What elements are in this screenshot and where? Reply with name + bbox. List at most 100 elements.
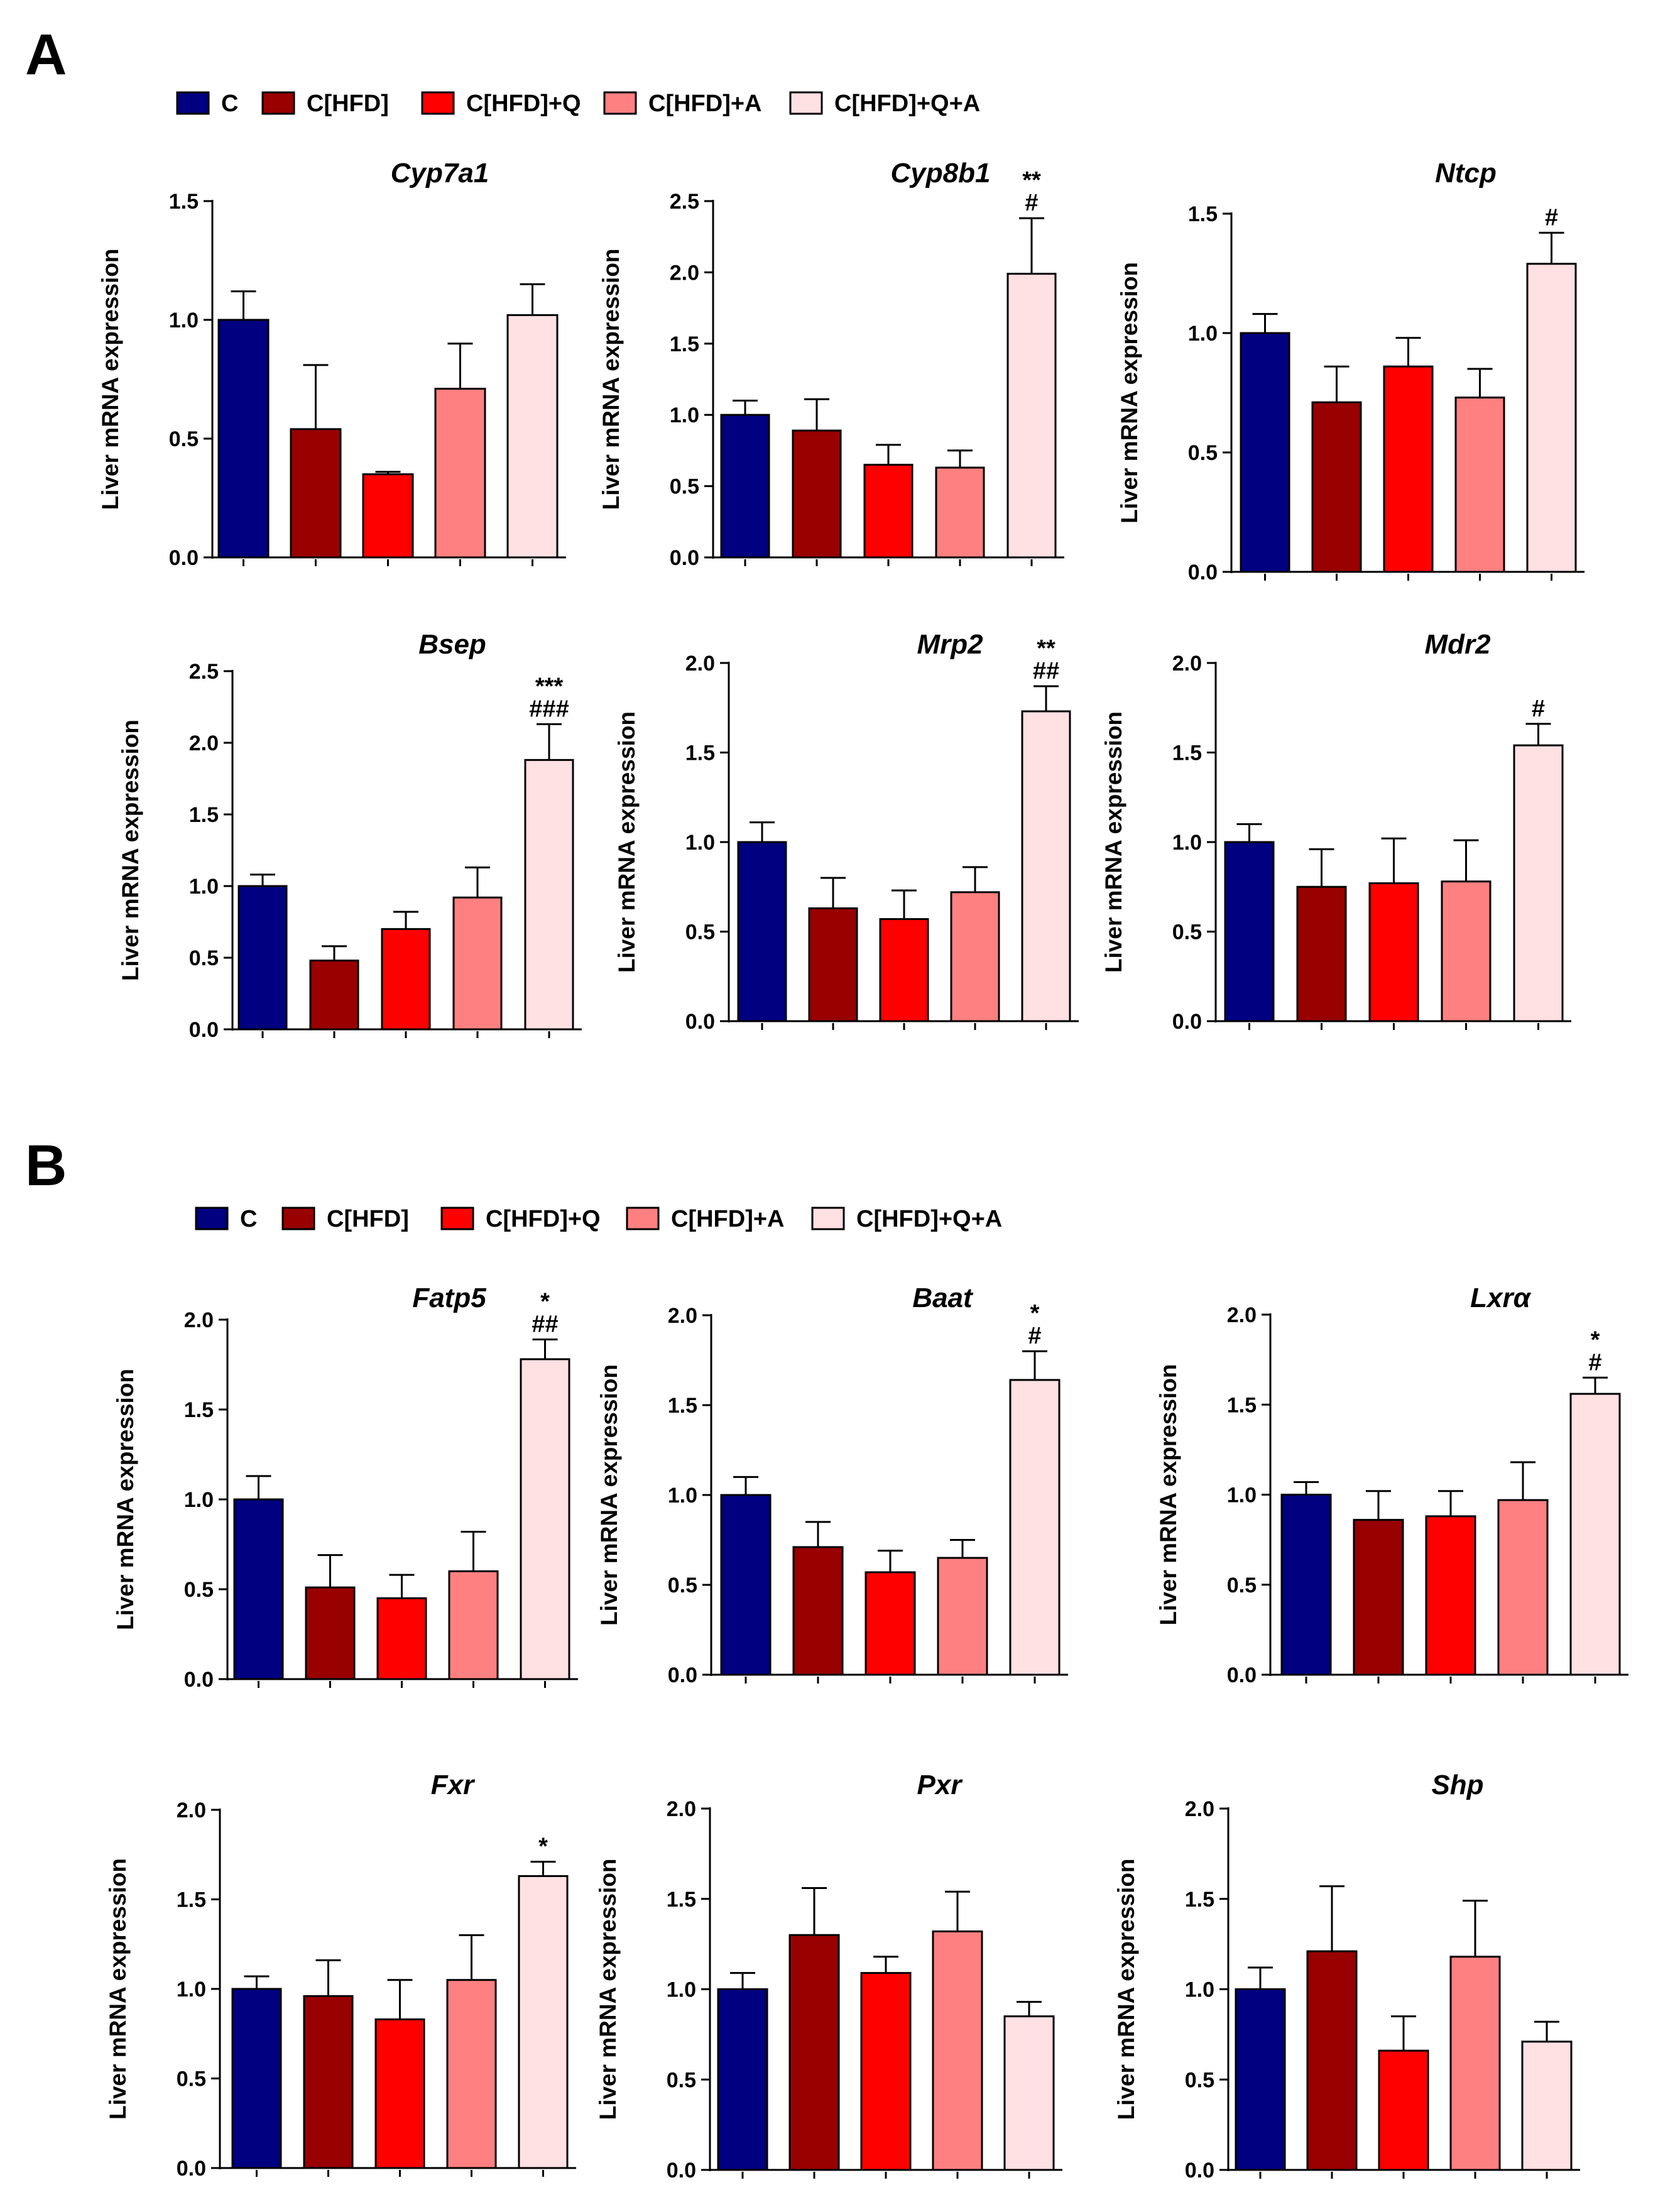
significance-line: # (1028, 1323, 1041, 1349)
significance-label: ** ## (1033, 635, 1059, 684)
y-tick-label: 0.5 (184, 1578, 214, 1602)
y-tick-label: 1.5 (189, 803, 219, 827)
y-tick-label: 2.0 (184, 1308, 214, 1332)
panel-label-a: A (25, 23, 67, 87)
bar (305, 1586, 356, 1680)
bar (879, 918, 929, 1022)
y-tick-label: 0.5 (1172, 921, 1202, 944)
bar (863, 464, 914, 559)
y-tick-label: 2.0 (189, 731, 219, 755)
legend-swatch (603, 91, 637, 115)
legend-item-c-hfd: C[HFD] (261, 90, 389, 117)
legend-label: C[HFD]+A (648, 90, 761, 117)
chart-title: Lxrα (1470, 1283, 1531, 1313)
significance-label: * # (1028, 1300, 1041, 1349)
significance-line: * (540, 1288, 550, 1315)
y-tick-label: 2.5 (670, 190, 699, 214)
y-tick-label: 1.0 (1172, 831, 1202, 855)
y-tick-label: 0.0 (670, 546, 699, 570)
legend-swatch (440, 1207, 474, 1230)
y-tick-label: 0.0 (1172, 1010, 1202, 1034)
legend-item-c-hfd-a: C[HFD]+A (603, 90, 761, 117)
y-axis-label: Liver mRNA expression (1113, 1858, 1139, 2120)
y-tick-label: 1.0 (189, 875, 219, 899)
chart-title: Baat (912, 1283, 974, 1313)
bar (950, 891, 1000, 1022)
bar (1425, 1515, 1476, 1676)
bar (1006, 273, 1057, 559)
bar (717, 1988, 768, 2171)
chart-mrp2: Mrp2 Liver mRNA expression ** ## 0.0 0.5 1.0 1.… (614, 629, 1079, 1034)
chart-title: Cyp7a1 (391, 158, 489, 189)
y-tick-label: 1.0 (1188, 322, 1218, 346)
bar (1009, 1379, 1061, 1676)
y-tick-label: 1.5 (668, 1394, 697, 1418)
y-axis-label: Liver mRNA expression (598, 248, 624, 510)
y-tick-label: 0.5 (1188, 441, 1218, 465)
chart-title: Mdr2 (1424, 629, 1491, 660)
y-tick-label: 2.0 (685, 652, 715, 676)
bar (446, 1979, 497, 2169)
legend-swatch (789, 91, 823, 115)
bar (1449, 1956, 1501, 2171)
legend-label: C[HFD] (327, 1206, 409, 1232)
y-axis-label: Liver mRNA expression (97, 248, 123, 510)
legend-swatch (626, 1207, 660, 1230)
chart-ntcp: Ntcp Liver mRNA expression #0.0 0.5 1.0 1.5 (1116, 158, 1584, 584)
y-tick-label: 2.0 (668, 1304, 697, 1328)
y-tick-label: 1.0 (1227, 1484, 1257, 1508)
bar (1513, 744, 1564, 1022)
y-tick-label: 1.5 (685, 742, 715, 765)
y-axis-label: Liver mRNA expression (1155, 1364, 1181, 1625)
y-tick-label: 1.5 (667, 1888, 696, 1912)
y-tick-label: 0.5 (1227, 1574, 1257, 1597)
significance-label: * # (1588, 1327, 1601, 1376)
bar (1224, 841, 1275, 1022)
y-axis-label: Liver mRNA expression (117, 720, 143, 981)
bar (1003, 2015, 1055, 2171)
bar (1240, 332, 1290, 573)
bar (720, 413, 770, 559)
y-tick-label: 2.5 (189, 660, 219, 684)
bar (309, 960, 359, 1031)
bar (1569, 1393, 1621, 1676)
significance-line: *** (535, 673, 564, 699)
bar (792, 1546, 844, 1676)
significance-label: * (538, 1834, 548, 1860)
y-tick-label: 0.0 (667, 2159, 696, 2182)
legend-label: C (240, 1206, 257, 1232)
legend-b: C C[HFD] C[HFD]+Q C[HFD]+A C[HFD]+Q+A (195, 1206, 1002, 1232)
bar (1441, 880, 1492, 1022)
chart-title: Shp (1431, 1770, 1483, 1800)
legend-item-c: C (176, 90, 238, 117)
bar (1021, 710, 1071, 1022)
y-tick-label: 1.5 (169, 190, 199, 214)
bar (233, 1498, 284, 1680)
y-tick-label: 0.5 (667, 2068, 696, 2092)
chart-title: Bsep (418, 629, 486, 660)
bar (860, 1972, 912, 2171)
chart-title: Cyp8b1 (891, 158, 991, 189)
bar (1378, 2049, 1429, 2171)
y-tick-label: 1.5 (1188, 202, 1218, 226)
bar (376, 1597, 427, 1680)
chart-title: Pxr (917, 1770, 964, 1800)
bar (1235, 1988, 1286, 2171)
bar (1521, 2040, 1573, 2171)
bar (864, 1571, 916, 1676)
y-axis-label: Liver mRNA expression (112, 1369, 138, 1630)
bar (1497, 1499, 1549, 1676)
y-tick-label: 0.5 (685, 921, 715, 944)
significance-line: * (538, 1834, 548, 1860)
y-tick-label: 1.0 (667, 1978, 696, 2002)
bar (1383, 365, 1434, 573)
significance-line: * (1591, 1327, 1600, 1353)
y-axis-label: Liver mRNA expression (614, 711, 640, 973)
bar (290, 428, 342, 559)
bar (720, 1494, 772, 1676)
y-tick-label: 0.5 (1185, 2068, 1214, 2092)
bar (1296, 885, 1347, 1022)
